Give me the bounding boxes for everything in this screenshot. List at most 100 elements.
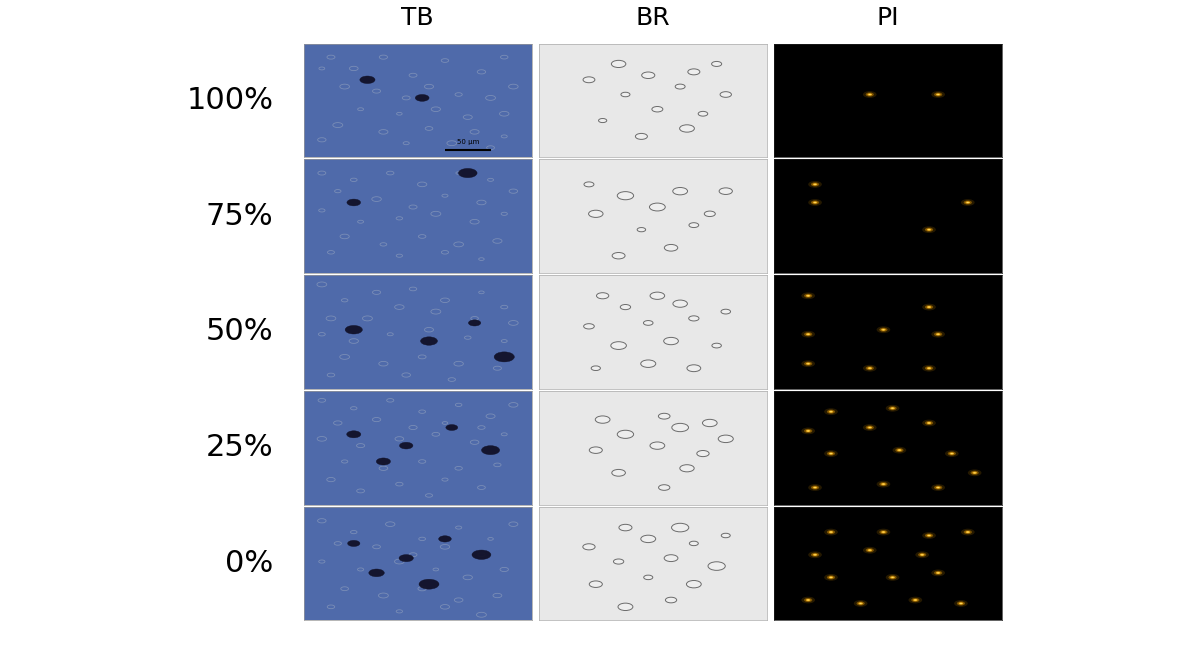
- Text: 25%: 25%: [206, 433, 274, 462]
- Circle shape: [698, 111, 708, 116]
- Circle shape: [809, 199, 822, 206]
- Circle shape: [642, 72, 655, 78]
- Circle shape: [911, 598, 919, 602]
- Circle shape: [809, 484, 822, 491]
- Circle shape: [643, 575, 653, 580]
- Circle shape: [961, 199, 974, 206]
- Circle shape: [612, 253, 625, 259]
- Circle shape: [936, 486, 941, 488]
- Circle shape: [824, 529, 838, 535]
- Circle shape: [827, 530, 835, 534]
- Circle shape: [719, 435, 733, 443]
- Circle shape: [880, 482, 888, 486]
- Circle shape: [346, 326, 362, 334]
- Circle shape: [892, 577, 894, 578]
- Circle shape: [679, 125, 695, 132]
- Circle shape: [702, 419, 718, 427]
- Circle shape: [686, 364, 701, 372]
- Circle shape: [811, 486, 820, 490]
- Circle shape: [827, 452, 835, 456]
- Circle shape: [377, 458, 390, 465]
- Circle shape: [928, 422, 930, 423]
- Circle shape: [812, 486, 817, 488]
- Circle shape: [888, 576, 896, 580]
- Circle shape: [948, 452, 956, 456]
- Circle shape: [824, 574, 838, 581]
- Circle shape: [806, 333, 810, 336]
- Circle shape: [863, 365, 876, 372]
- Circle shape: [686, 580, 701, 588]
- Circle shape: [806, 295, 810, 297]
- Circle shape: [928, 306, 930, 308]
- Circle shape: [881, 531, 886, 533]
- Circle shape: [812, 183, 817, 186]
- Circle shape: [583, 324, 594, 329]
- Circle shape: [802, 597, 815, 604]
- Circle shape: [960, 603, 962, 604]
- Circle shape: [472, 550, 491, 559]
- Circle shape: [886, 574, 900, 581]
- Circle shape: [802, 292, 815, 299]
- Circle shape: [876, 529, 890, 535]
- Circle shape: [804, 429, 812, 433]
- Circle shape: [922, 419, 936, 426]
- Circle shape: [635, 133, 648, 139]
- Circle shape: [931, 331, 946, 338]
- Circle shape: [806, 429, 810, 432]
- Circle shape: [967, 470, 982, 476]
- Circle shape: [347, 431, 361, 438]
- Circle shape: [937, 94, 940, 95]
- Circle shape: [931, 570, 946, 576]
- Circle shape: [689, 316, 698, 321]
- Circle shape: [922, 554, 923, 555]
- Circle shape: [588, 210, 604, 217]
- Circle shape: [689, 222, 698, 228]
- Circle shape: [863, 91, 876, 98]
- Circle shape: [620, 304, 631, 310]
- Circle shape: [868, 367, 872, 369]
- Circle shape: [946, 450, 959, 457]
- Circle shape: [400, 555, 413, 561]
- Circle shape: [664, 338, 678, 344]
- Circle shape: [814, 202, 816, 203]
- Circle shape: [673, 188, 688, 195]
- Circle shape: [967, 202, 968, 203]
- Circle shape: [804, 598, 812, 602]
- Circle shape: [420, 337, 438, 345]
- Circle shape: [925, 533, 934, 537]
- Circle shape: [829, 452, 833, 455]
- Circle shape: [827, 576, 835, 580]
- Circle shape: [814, 184, 816, 185]
- Circle shape: [854, 600, 868, 607]
- Circle shape: [925, 228, 934, 232]
- Circle shape: [869, 549, 871, 551]
- Circle shape: [618, 603, 632, 610]
- Circle shape: [812, 553, 817, 556]
- Circle shape: [814, 487, 816, 488]
- Circle shape: [869, 94, 871, 95]
- Circle shape: [926, 306, 931, 308]
- Circle shape: [922, 532, 936, 539]
- Circle shape: [830, 577, 832, 578]
- Circle shape: [804, 293, 812, 297]
- Circle shape: [865, 425, 874, 429]
- Circle shape: [672, 523, 689, 532]
- Circle shape: [937, 487, 940, 488]
- Circle shape: [859, 603, 862, 604]
- Circle shape: [811, 553, 820, 557]
- Circle shape: [931, 91, 946, 98]
- Circle shape: [922, 226, 936, 233]
- Circle shape: [863, 424, 876, 431]
- Circle shape: [589, 581, 602, 588]
- Circle shape: [697, 450, 709, 457]
- Circle shape: [936, 572, 941, 574]
- Circle shape: [641, 535, 655, 543]
- Circle shape: [973, 472, 976, 474]
- Circle shape: [804, 362, 812, 366]
- Circle shape: [925, 366, 934, 371]
- Circle shape: [880, 530, 888, 534]
- Circle shape: [922, 365, 936, 372]
- Circle shape: [643, 320, 653, 326]
- Circle shape: [617, 430, 634, 438]
- Circle shape: [368, 569, 384, 577]
